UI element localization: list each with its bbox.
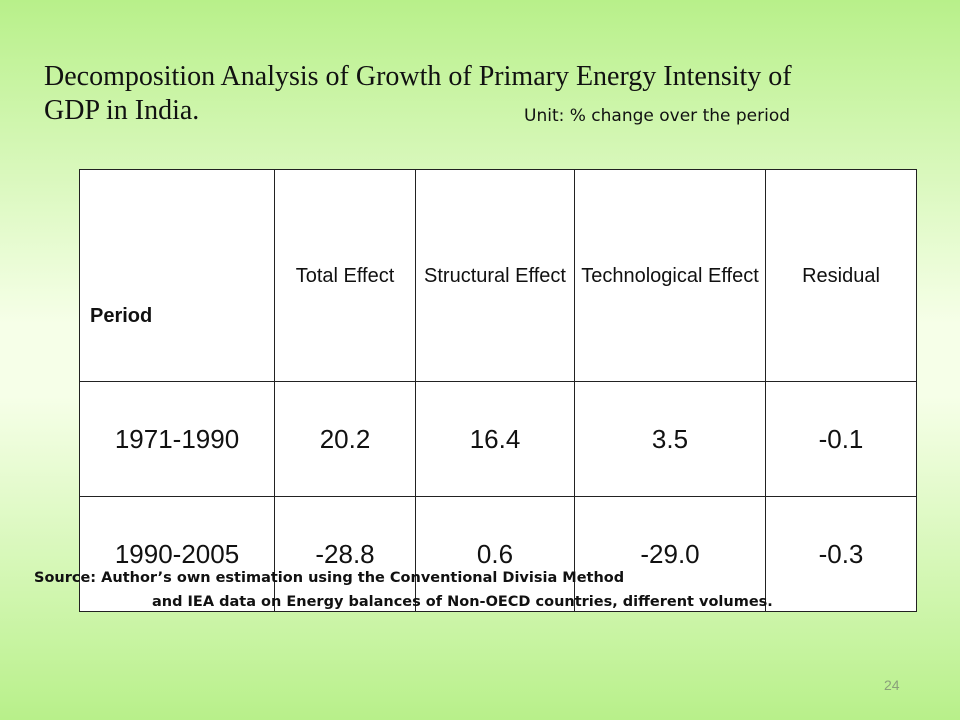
cell-technological-effect: -29.0 bbox=[574, 496, 766, 612]
cell-structural-effect: 0.6 bbox=[415, 496, 575, 612]
header-residual: Residual bbox=[765, 169, 917, 382]
unit-label: Unit: % change over the period bbox=[524, 106, 791, 126]
header-structural-effect: Structural Effect bbox=[415, 169, 575, 382]
source-note-line-1: Source: Author’s own estimation using th… bbox=[34, 570, 625, 586]
header-total-effect: Total Effect bbox=[274, 169, 416, 382]
cell-technological-effect: 3.5 bbox=[574, 381, 766, 497]
page-number: 24 bbox=[884, 677, 900, 693]
source-note: Source: Author’s own estimation using th… bbox=[34, 566, 773, 614]
cell-residual: -0.1 bbox=[765, 381, 917, 497]
slide-title-line-1: Decomposition Analysis of Growth of Prim… bbox=[44, 61, 792, 92]
slide-title-line-2: GDP in India. bbox=[44, 95, 200, 126]
cell-period: 1990-2005 bbox=[79, 496, 275, 612]
cell-residual: -0.3 bbox=[765, 496, 917, 612]
cell-period: 1971-1990 bbox=[79, 381, 275, 497]
decomposition-table: Period Total Effect Structural Effect Te… bbox=[79, 169, 917, 612]
cell-total-effect: 20.2 bbox=[274, 381, 416, 497]
slide-title: Decomposition Analysis of Growth of Prim… bbox=[44, 60, 924, 128]
table-row: 1971-1990 20.2 16.4 3.5 -0.1 bbox=[79, 381, 917, 497]
table-header-row: Period Total Effect Structural Effect Te… bbox=[79, 169, 917, 382]
table-row: 1990-2005 -28.8 0.6 -29.0 -0.3 bbox=[79, 496, 917, 612]
header-period: Period bbox=[79, 169, 275, 382]
cell-structural-effect: 16.4 bbox=[415, 381, 575, 497]
source-note-line-2: and IEA data on Energy balances of Non-O… bbox=[152, 594, 773, 610]
header-technological-effect: Technological Effect bbox=[574, 169, 766, 382]
cell-total-effect: -28.8 bbox=[274, 496, 416, 612]
